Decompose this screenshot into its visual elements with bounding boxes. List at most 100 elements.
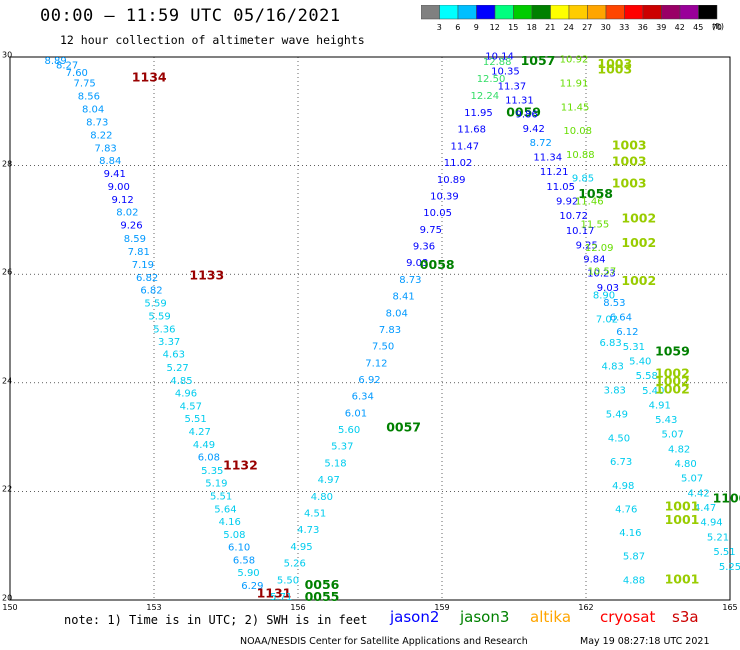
swh-value: 11.68 (457, 125, 486, 136)
swh-value: 4.16 (219, 517, 241, 528)
swh-value: 9.42 (523, 124, 545, 135)
swh-value: 9.00 (108, 182, 130, 193)
colorbar-label: 21 (545, 23, 555, 32)
swh-value: 8.27 (56, 61, 78, 72)
swh-value: 5.25 (719, 562, 740, 573)
swh-value: 7.83 (95, 143, 117, 154)
swh-value: 7.19 (132, 260, 154, 271)
swh-value: 8.72 (530, 138, 552, 149)
track-time-label: 1134 (132, 69, 167, 84)
swh-value: 6.73 (610, 457, 632, 468)
swh-value: 10.72 (559, 211, 588, 222)
swh-value: 9.03 (406, 258, 428, 269)
swh-value: 5.51 (210, 491, 232, 502)
swh-value: 5.08 (223, 530, 245, 541)
swh-value: 5.19 (205, 479, 227, 490)
credit-text: NOAA/NESDIS Center for Satellite Applica… (240, 636, 528, 647)
swh-value: 6.12 (616, 327, 638, 338)
swh-value: 12.50 (477, 74, 506, 85)
swh-value: 8.04 (386, 308, 408, 319)
colorbar-label: 15 (508, 23, 518, 32)
swh-value: 9.85 (572, 174, 594, 185)
track-time-label: 0058 (420, 257, 455, 272)
swh-value: 10.92 (560, 54, 589, 65)
swh-value: 8.41 (392, 292, 414, 303)
swh-value: 9.25 (576, 240, 598, 251)
x-tick-label: 153 (146, 603, 162, 612)
swh-value: 5.51 (184, 414, 206, 425)
colorbar-label: 33 (619, 23, 629, 32)
track-time-label: 1002 (655, 365, 690, 380)
swh-value: 9.26 (120, 221, 142, 232)
swh-value: 5.37 (331, 442, 353, 453)
swh-value: 5.40 (629, 356, 651, 367)
swh-value: 7.81 (128, 247, 150, 258)
swh-value: 11.55 (581, 219, 610, 230)
generated-timestamp: May 19 08:27:18 UTC 2021 (580, 636, 710, 647)
swh-value: 4.50 (608, 433, 630, 444)
track-time-label: 1133 (189, 268, 224, 283)
track-time-label: 1131 (257, 585, 292, 600)
swh-value: 8.89 (44, 56, 66, 67)
track-jason2: 10.14 10.35 11.37 11.31 9.86 9.42 8.72 11.34 11.… (485, 52, 740, 573)
swh-value: 6.10 (228, 543, 250, 554)
swh-value: 4.76 (615, 505, 637, 516)
track-time-label: 1002 (655, 374, 690, 389)
swh-value: 3.37 (158, 337, 180, 348)
swh-value: 6.83 (599, 338, 621, 349)
swh-value: 5.21 (707, 532, 729, 543)
swh-value: 7.60 (66, 68, 88, 79)
legend-cryosat: cryosat (600, 608, 656, 626)
swh-value: 5.36 (153, 324, 175, 335)
swh-value: 9.92 (556, 196, 578, 207)
colorbar-label: 39 (656, 23, 666, 32)
track-time-label: 1002 (655, 382, 690, 397)
legend-altika: altika (530, 608, 572, 626)
swh-value: 11.45 (561, 102, 590, 113)
swh-value: 6.29 (241, 581, 263, 592)
swh-value: 9.12 (111, 195, 133, 206)
colorbar: 3 6 9 12 15 18 21 24 27 30 33 36 39 42 45 70 (421, 5, 722, 32)
swh-value: 6.01 (345, 408, 367, 419)
swh-value: 5.26 (284, 559, 306, 570)
swh-value: 10.23 (587, 269, 616, 280)
swh-value: 4.96 (175, 389, 197, 400)
swh-value: 11.95 (464, 108, 493, 119)
swh-value: 5.50 (277, 575, 299, 586)
swh-value: 10.35 (491, 67, 520, 78)
swh-value: 4.49 (193, 440, 215, 451)
swh-value: 4.83 (602, 362, 624, 373)
colorbar-label: 27 (582, 23, 592, 32)
swh-value: 4.88 (623, 576, 645, 587)
swh-value: 4.80 (311, 492, 333, 503)
track-time-label: 1002 (621, 273, 656, 288)
swh-value: 5.59 (148, 312, 170, 323)
track-time-label: 1001 (665, 512, 700, 527)
swh-value: 8.02 (116, 208, 138, 219)
swh-value: 5.43 (655, 415, 677, 426)
swh-value: 12.09 (585, 243, 614, 254)
colorbar-label: 12 (490, 23, 500, 32)
y-tick-label: 24 (2, 376, 13, 386)
swh-value: 4.95 (290, 542, 312, 553)
swh-value: 5.07 (681, 474, 703, 485)
swh-value: 8.59 (124, 234, 146, 245)
swh-value: 5.58 (636, 371, 658, 382)
swh-value: 4.16 (619, 528, 641, 539)
swh-value: 5.90 (237, 568, 259, 579)
colorbar-label: 9 (474, 23, 479, 32)
track-time-label: 1001 (665, 572, 700, 587)
y-tick-label: 20 (2, 593, 13, 603)
swh-value: 5.51 (713, 547, 735, 558)
swh-value: 7.83 (379, 325, 401, 336)
swh-value: 6.82 (140, 286, 162, 297)
track-time-label: 1057 (521, 53, 556, 68)
legend-s3a: s3a (672, 608, 699, 626)
swh-value: 4.27 (189, 427, 211, 438)
swh-value: 7.50 (372, 342, 394, 353)
colorbar-label: 24 (564, 23, 574, 32)
swh-value: 5.27 (167, 363, 189, 374)
colorbar-unit: (ft) (712, 22, 725, 31)
swh-value: 4.63 (163, 350, 185, 361)
swh-value: 11.31 (505, 95, 534, 106)
